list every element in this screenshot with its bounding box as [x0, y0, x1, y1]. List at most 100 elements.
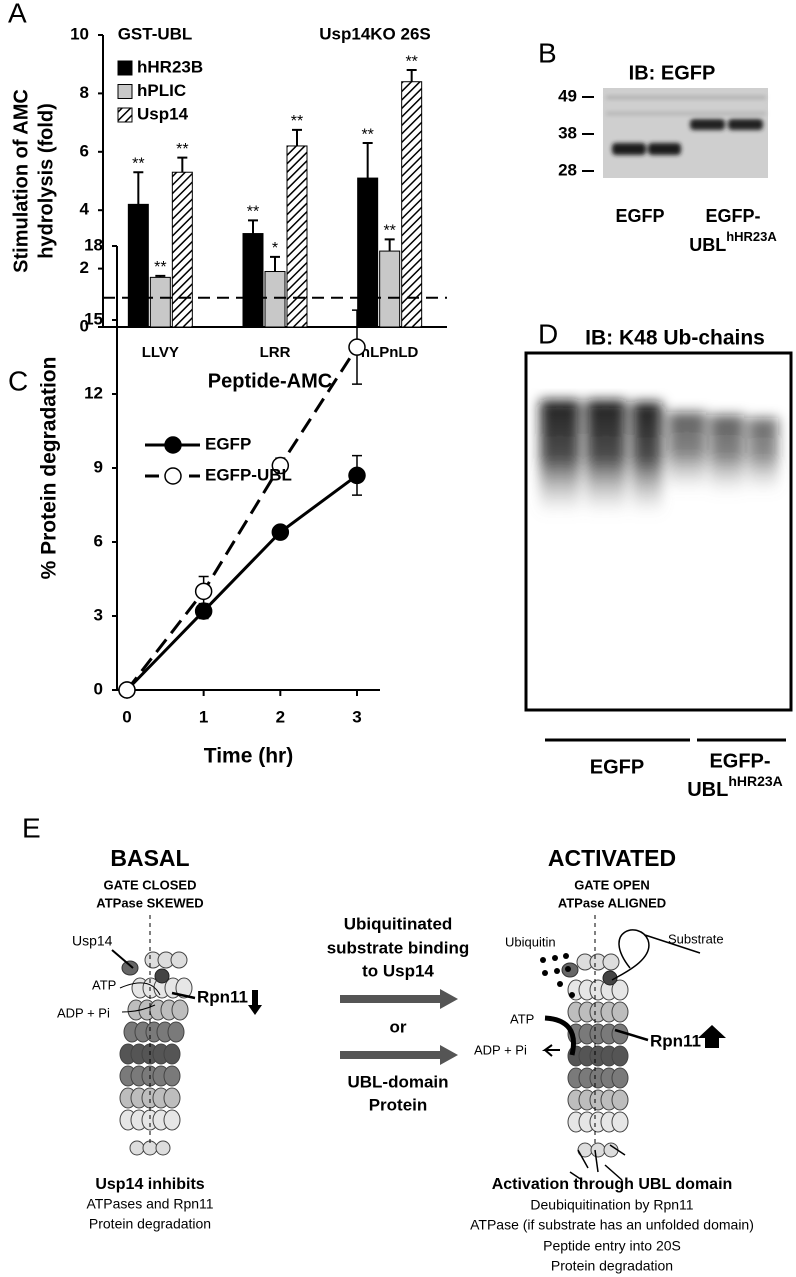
- lane-label: EGFP: [615, 206, 664, 226]
- y-axis-label: hydrolysis (fold): [35, 103, 57, 259]
- bar: [149, 276, 171, 328]
- error-bar: [177, 156, 188, 173]
- transition-label: or: [390, 1017, 407, 1036]
- error-bar: [292, 128, 302, 146]
- data-point: [348, 338, 366, 356]
- summary-line: Protein degradation: [551, 1258, 673, 1274]
- error-bar: [362, 142, 373, 179]
- transition-label: substrate binding: [327, 938, 470, 957]
- blot-bands: [606, 96, 766, 155]
- down-arrow: [248, 990, 262, 1015]
- panel-d: D IB: K48 Ub-chains EGFP EGFP- UBLhHR23A: [524, 318, 793, 802]
- subunit: [611, 1001, 629, 1023]
- annotation: Usp14KO 26S: [319, 24, 431, 43]
- panel-b: B IB: EGFP 49 38 28 EGFP EGFP- UBLhHR23A: [538, 37, 777, 254]
- pointer: [614, 1028, 649, 1042]
- y-axis-label: Stimulation of AMC: [10, 89, 32, 273]
- subunit: [163, 1087, 181, 1109]
- substrate-chain: [611, 929, 701, 981]
- transition-arrow: [340, 1045, 458, 1065]
- subunit: [167, 1021, 185, 1043]
- up-arrow: [698, 1025, 726, 1048]
- data-point: [271, 456, 290, 475]
- y-tick-label: 12: [84, 383, 103, 402]
- summary-title: Usp14 inhibits: [95, 1176, 204, 1193]
- y-tick-label: 3: [94, 605, 103, 624]
- subunit: [611, 1045, 629, 1067]
- x-axis-label: Peptide-AMC: [208, 370, 332, 392]
- bar: [127, 203, 149, 328]
- subunit: [163, 1109, 181, 1131]
- lane-label-line: UBL: [687, 779, 728, 801]
- diagram-label: Rpn11: [650, 1031, 701, 1050]
- x-tick-label: LLVY: [142, 344, 179, 361]
- legend-label: Usp14: [137, 104, 189, 123]
- lid-subunit: [170, 951, 188, 969]
- x-tick-label: 1: [199, 707, 208, 726]
- y-tick-label: 2: [80, 258, 89, 277]
- bar: [242, 233, 264, 328]
- legend-swatch: [117, 107, 133, 123]
- data-point: [271, 523, 290, 541]
- base-subunit: [142, 1140, 158, 1156]
- significance: *: [272, 240, 278, 257]
- bar: [286, 145, 308, 328]
- blot-title: IB: K48 Ub-chains: [585, 327, 765, 350]
- y-tick-label: 0: [80, 316, 89, 335]
- summary-line: Protein degradation: [89, 1216, 211, 1232]
- bar: [379, 250, 401, 328]
- error-bar: [133, 171, 144, 205]
- panel-label: C: [8, 365, 28, 396]
- summary-line: ATPases and Rpn11: [86, 1196, 213, 1212]
- state-title: ACTIVATED: [548, 845, 676, 871]
- summary-line: ATPase (if substrate has an unfolded dom…: [470, 1217, 754, 1233]
- error-bar: [155, 274, 166, 278]
- diagram-label: Usp14: [72, 933, 113, 949]
- significance: **: [247, 204, 259, 221]
- x-axis-label: Time (hr): [204, 745, 293, 768]
- blot-title: IB: EGFP: [629, 62, 716, 84]
- lane-label-superscript: hHR23A: [726, 229, 777, 244]
- transition-label: UBL-domain: [347, 1072, 448, 1091]
- base-subunit: [590, 1142, 606, 1158]
- blot-smears: [540, 400, 778, 515]
- pointer: [121, 1004, 156, 1013]
- legend-label: EGFP: [205, 434, 251, 453]
- bar: [264, 271, 286, 328]
- base-subunit: [155, 1140, 171, 1156]
- y-axis-label: % Protein degradation: [38, 357, 61, 580]
- lid-subunit: [602, 953, 620, 971]
- legend-label: hHR23B: [137, 57, 203, 76]
- proteasome-activated: [561, 953, 629, 1158]
- y-tick-label: 10: [70, 24, 89, 43]
- legend-marker: [164, 467, 182, 485]
- diagram-label: Rpn11: [197, 987, 248, 1006]
- lane-label-superscript: hHR23A: [728, 773, 782, 789]
- mw-label: 38: [558, 123, 577, 142]
- usp14: [121, 960, 139, 976]
- panel-label: D: [538, 318, 558, 349]
- base-subunit: [129, 1140, 145, 1156]
- y-tick-label: 4: [80, 200, 90, 219]
- legend-marker: [164, 436, 182, 454]
- data-point: [118, 681, 136, 699]
- significance: **: [291, 113, 303, 130]
- x-tick-label: LRR: [260, 344, 291, 361]
- diagram-label: ATP: [510, 1011, 534, 1026]
- panel-label: A: [8, 0, 27, 28]
- subunit: [611, 1111, 629, 1133]
- significance: **: [383, 223, 395, 240]
- lane-label: EGFP-: [705, 206, 760, 226]
- y-tick-label: 6: [94, 531, 103, 550]
- diagram-label: ADP + Pi: [474, 1042, 527, 1057]
- pointer: [111, 949, 134, 969]
- transition-label: Ubiquitinated: [344, 914, 453, 933]
- ubiquitin-dots: [540, 953, 575, 998]
- transition-label: to Usp14: [362, 961, 434, 980]
- lane-label: EGFP: [590, 756, 644, 778]
- transition-label: Protein: [369, 1095, 428, 1114]
- panel-label: B: [538, 37, 557, 68]
- lane-label: UBLhHR23A: [687, 773, 783, 802]
